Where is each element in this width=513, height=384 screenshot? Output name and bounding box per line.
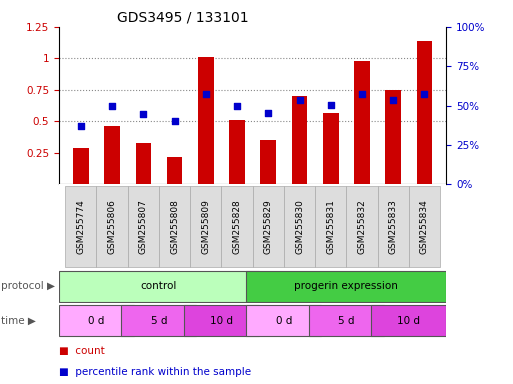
Text: GDS3495 / 133101: GDS3495 / 133101 xyxy=(117,10,249,24)
Bar xyxy=(167,157,183,184)
Point xyxy=(170,118,179,124)
Text: GSM255828: GSM255828 xyxy=(232,199,242,254)
Text: 0 d: 0 d xyxy=(88,316,105,326)
Text: GSM255809: GSM255809 xyxy=(201,199,210,254)
FancyBboxPatch shape xyxy=(253,186,284,267)
Text: GSM255806: GSM255806 xyxy=(108,199,116,254)
Text: GSM255832: GSM255832 xyxy=(358,199,366,254)
FancyBboxPatch shape xyxy=(184,305,259,336)
Text: 5 d: 5 d xyxy=(151,316,167,326)
FancyBboxPatch shape xyxy=(246,270,446,302)
FancyBboxPatch shape xyxy=(96,186,128,267)
Bar xyxy=(229,120,245,184)
Point xyxy=(420,91,428,97)
Point xyxy=(358,91,366,97)
Point xyxy=(202,91,210,97)
Text: time ▶: time ▶ xyxy=(1,316,36,326)
FancyBboxPatch shape xyxy=(346,186,378,267)
Text: ■  count: ■ count xyxy=(59,346,105,356)
Text: GSM255829: GSM255829 xyxy=(264,199,273,254)
Text: GSM255774: GSM255774 xyxy=(76,199,85,254)
Point xyxy=(139,111,147,117)
Text: control: control xyxy=(141,281,177,291)
Text: protocol ▶: protocol ▶ xyxy=(1,281,55,291)
FancyBboxPatch shape xyxy=(59,270,259,302)
Text: 10 d: 10 d xyxy=(398,316,420,326)
Text: GSM255833: GSM255833 xyxy=(389,199,398,254)
FancyBboxPatch shape xyxy=(284,186,315,267)
FancyBboxPatch shape xyxy=(371,305,446,336)
Point xyxy=(295,97,304,103)
FancyBboxPatch shape xyxy=(246,305,321,336)
FancyBboxPatch shape xyxy=(159,186,190,267)
FancyBboxPatch shape xyxy=(122,305,196,336)
Text: GSM255808: GSM255808 xyxy=(170,199,179,254)
FancyBboxPatch shape xyxy=(378,186,409,267)
Bar xyxy=(323,113,339,184)
Text: 0 d: 0 d xyxy=(275,316,292,326)
Text: GSM255830: GSM255830 xyxy=(295,199,304,254)
Text: GSM255807: GSM255807 xyxy=(139,199,148,254)
Point xyxy=(233,103,241,109)
Bar xyxy=(104,126,120,184)
Point xyxy=(264,109,272,116)
FancyBboxPatch shape xyxy=(309,305,384,336)
Point xyxy=(77,123,85,129)
Bar xyxy=(292,96,307,184)
FancyBboxPatch shape xyxy=(190,186,222,267)
Bar xyxy=(385,90,401,184)
FancyBboxPatch shape xyxy=(409,186,440,267)
Bar xyxy=(261,140,276,184)
Bar xyxy=(135,143,151,184)
Text: 10 d: 10 d xyxy=(210,316,233,326)
Text: progerin expression: progerin expression xyxy=(294,281,398,291)
FancyBboxPatch shape xyxy=(65,186,96,267)
FancyBboxPatch shape xyxy=(315,186,346,267)
Bar xyxy=(354,61,370,184)
Point xyxy=(327,102,335,108)
Text: ■  percentile rank within the sample: ■ percentile rank within the sample xyxy=(59,367,251,377)
Bar xyxy=(198,57,213,184)
Text: GSM255834: GSM255834 xyxy=(420,199,429,254)
Bar xyxy=(417,41,432,184)
Text: 5 d: 5 d xyxy=(338,316,354,326)
Point xyxy=(108,103,116,109)
FancyBboxPatch shape xyxy=(222,186,253,267)
Point xyxy=(389,97,397,103)
FancyBboxPatch shape xyxy=(128,186,159,267)
Text: GSM255831: GSM255831 xyxy=(326,199,335,254)
Bar xyxy=(73,148,89,184)
FancyBboxPatch shape xyxy=(59,305,134,336)
